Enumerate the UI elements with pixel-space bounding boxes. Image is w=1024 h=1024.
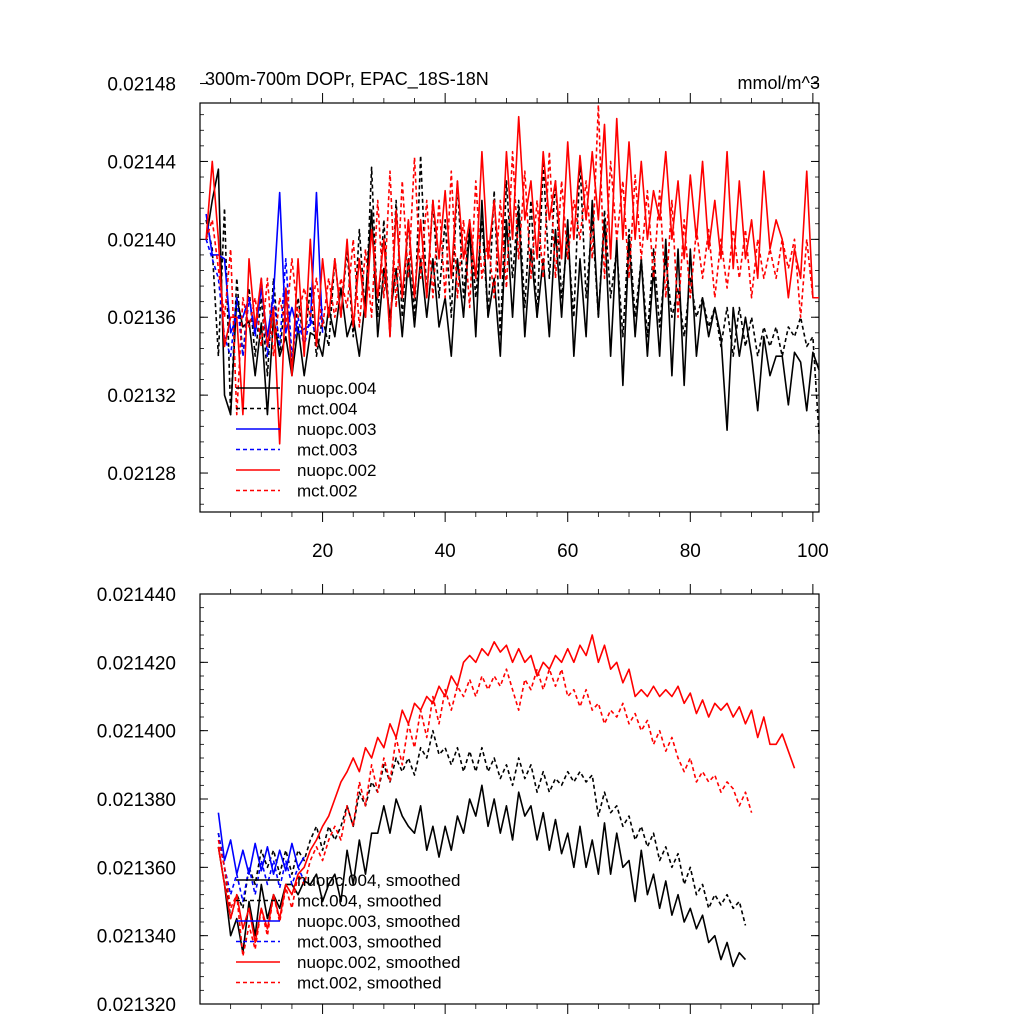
top-y-tick-label: 0.02136 [107,308,176,329]
top-plot-frame [199,102,820,513]
top-x-tick-label: 100 [797,541,829,562]
bottom-y-tick-label: 0.021400 [97,722,176,743]
bottom-legend-label: nuopc.002, smoothed [297,953,461,972]
top-legend-label: nuopc.002 [297,461,376,480]
top-x-tick-label: 40 [435,541,456,562]
bottom-legend-label: mct.003, smoothed [297,933,442,952]
bottom-y-tick-label: 0.021360 [97,858,176,879]
bottom-y-tick-label: 0.021420 [97,653,176,674]
top-y-tick-label: 0.02140 [107,230,176,251]
top-panel: 300m-700m DOPr, EPAC_18S-18N mmol/m^3 0.… [107,69,828,562]
bottom-legend-label: mct.004, smoothed [297,892,442,911]
top-x-tick-label: 60 [557,541,578,562]
top-y-tick-label: 0.02132 [107,386,176,407]
bottom-series-nuopc-003-smoothed [217,812,305,875]
top-ticks: 0.02128 0.02132 0.02136 0.02140 0.02144 0.021… [107,75,828,562]
top-legend-label: nuopc.003 [297,420,376,439]
bottom-y-tick-label: 0.021320 [97,995,176,1016]
top-y-tick-label: 0.02148 [107,75,176,96]
top-legend-label: mct.003 [297,441,357,460]
bottom-panel: 0.021320 0.021340 0.021360 0.021380 0.021400… [97,584,820,1016]
top-chart-title: 300m-700m DOPr, EPAC_18S-18N [205,69,489,90]
bottom-y-tick-label: 0.021380 [97,790,176,811]
top-chart-units: mmol/m^3 [738,73,820,93]
bottom-legend-label: nuopc.003, smoothed [297,912,461,931]
top-legend-label: mct.004 [297,400,357,419]
top-legend-label: mct.002 [297,482,357,501]
top-x-tick-label: 20 [312,541,333,562]
top-series-group [205,104,820,445]
bottom-series-nuopc-002-smoothed [217,634,796,944]
top-x-tick-label: 80 [680,541,701,562]
top-y-tick-label: 0.02144 [107,152,176,173]
bottom-series-nuopc-004-smoothed [217,784,747,968]
bottom-y-tick-label: 0.021340 [97,927,176,948]
top-series-mct-002 [205,104,819,416]
bottom-series-mct-003-smoothed [217,833,305,903]
top-series-nuopc-002 [205,115,819,445]
bottom-series-mct-002-smoothed [217,668,753,957]
bottom-ticks: 0.021320 0.021340 0.021360 0.021380 0.021400… [97,584,819,1016]
bottom-legend-label: mct.002, smoothed [297,974,442,993]
bottom-legend-label: nuopc.004, smoothed [297,871,461,890]
bottom-y-tick-label: 0.021440 [97,585,176,606]
top-legend-label: nuopc.004 [297,379,376,398]
bottom-series-group [217,634,796,968]
top-y-tick-label: 0.02128 [107,464,176,485]
bottom-series-mct-004-smoothed [217,729,747,926]
